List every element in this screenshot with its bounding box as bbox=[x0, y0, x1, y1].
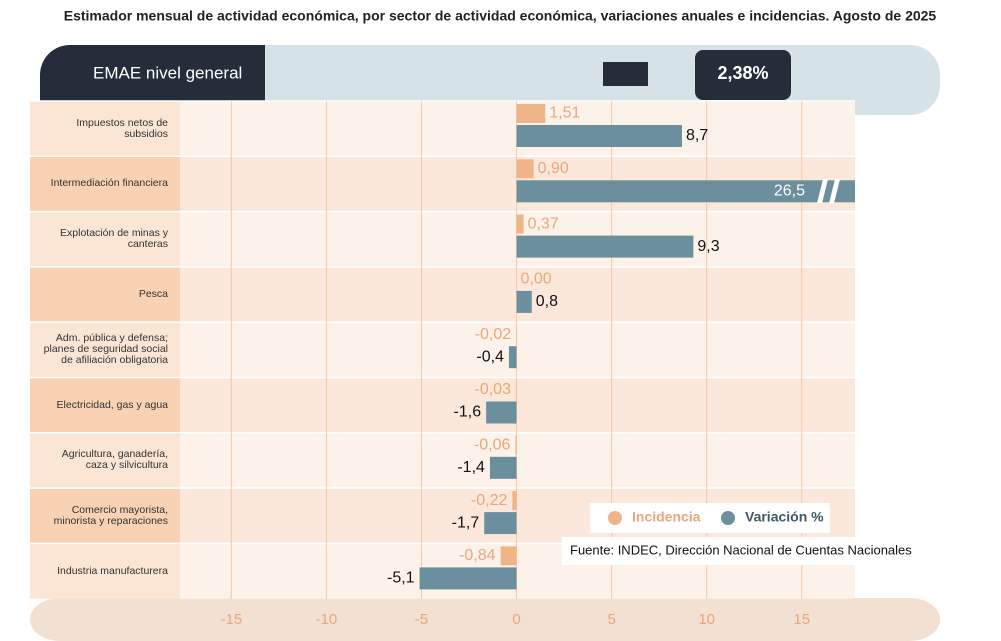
label-cell bbox=[30, 377, 180, 433]
value-label: -1,7 bbox=[452, 514, 480, 531]
x-tick-label: 0 bbox=[512, 611, 520, 628]
category-label: Impuestos netos de subsidios bbox=[76, 116, 168, 140]
axis-break bbox=[829, 179, 840, 204]
category-label: Electricidad, gas y agua bbox=[56, 398, 168, 411]
value-label: -0,03 bbox=[475, 381, 512, 398]
row-bg bbox=[180, 322, 855, 378]
category-label: Adm. pública y defensa; planes de seguri… bbox=[43, 332, 168, 367]
source-bg bbox=[562, 537, 942, 565]
bar bbox=[512, 491, 517, 511]
label-cell bbox=[30, 101, 180, 157]
axis-band bbox=[30, 598, 940, 641]
category-label: Explotación de minas y canteras bbox=[60, 227, 168, 251]
value-label: -0,22 bbox=[471, 492, 508, 509]
value-label: 9,3 bbox=[697, 238, 719, 255]
bar bbox=[515, 435, 517, 455]
value-label: -1,4 bbox=[457, 459, 485, 476]
bar bbox=[516, 290, 532, 313]
value-label: 0,00 bbox=[521, 271, 552, 288]
value-label: 0,90 bbox=[538, 160, 569, 177]
row-bg bbox=[180, 377, 855, 433]
label-cell bbox=[30, 543, 180, 599]
label-cell bbox=[30, 211, 180, 267]
category-label: Agricultura, ganadería, caza y silvicult… bbox=[61, 448, 168, 472]
value-label: -0,84 bbox=[459, 547, 496, 564]
value-label: 26,5 bbox=[774, 183, 805, 200]
value-label: 0,8 bbox=[536, 293, 558, 310]
header-label-bg bbox=[40, 45, 265, 101]
row-bg bbox=[180, 432, 855, 489]
source: Fuente: INDEC, Dirección Nacional de Cue… bbox=[570, 542, 912, 557]
x-tick-label: -15 bbox=[220, 611, 242, 628]
legend-label: Incidencia bbox=[632, 509, 701, 525]
x-tick-label: 10 bbox=[698, 611, 715, 628]
bar bbox=[516, 104, 546, 123]
headline-value: 2,38% bbox=[717, 63, 768, 83]
x-tick-label: 15 bbox=[793, 611, 810, 628]
value-label: -0,06 bbox=[474, 437, 511, 454]
value-label: -1,6 bbox=[454, 404, 482, 421]
bar bbox=[516, 159, 534, 179]
bar bbox=[486, 401, 517, 424]
value-label: -0,02 bbox=[475, 326, 512, 343]
value-label: -0,4 bbox=[476, 348, 504, 365]
x-tick-label: 5 bbox=[607, 611, 615, 628]
category-label: Pesca bbox=[138, 288, 168, 301]
value-label: 0,37 bbox=[528, 215, 559, 232]
bar bbox=[419, 567, 517, 590]
label-cell bbox=[30, 432, 180, 489]
x-tick-label: -10 bbox=[316, 611, 338, 628]
chart-title: Estimador mensual de actividad económica… bbox=[64, 8, 937, 24]
bar bbox=[516, 235, 694, 258]
bar bbox=[500, 546, 517, 566]
bar bbox=[516, 125, 682, 147]
value-label: 1,51 bbox=[549, 105, 580, 122]
label-cell bbox=[30, 156, 180, 212]
headline-box bbox=[695, 50, 791, 100]
value-label: -5,1 bbox=[387, 570, 415, 587]
axis-break bbox=[817, 179, 828, 204]
label-cell bbox=[30, 266, 180, 323]
headline-label: EMAE nivel general bbox=[93, 63, 242, 82]
legend-swatch bbox=[608, 511, 622, 525]
bar bbox=[489, 456, 517, 479]
bar bbox=[508, 346, 517, 369]
value-label: 8,7 bbox=[686, 127, 708, 144]
bar bbox=[516, 180, 855, 203]
legend-bg bbox=[590, 503, 830, 533]
legend-label: Variación % bbox=[745, 509, 824, 525]
legend-swatch bbox=[721, 511, 735, 525]
label-cell bbox=[30, 488, 180, 544]
category-label: Comercio mayorista, minorista y reparaci… bbox=[53, 503, 168, 527]
x-tick-label: -5 bbox=[415, 611, 428, 628]
bar bbox=[516, 214, 524, 234]
category-label: Intermediación financiera bbox=[50, 177, 168, 190]
header-marker bbox=[603, 62, 648, 86]
label-cell bbox=[30, 322, 180, 378]
bar bbox=[515, 380, 517, 400]
category-label: Industria manufacturera bbox=[57, 564, 168, 577]
bar bbox=[484, 512, 517, 535]
